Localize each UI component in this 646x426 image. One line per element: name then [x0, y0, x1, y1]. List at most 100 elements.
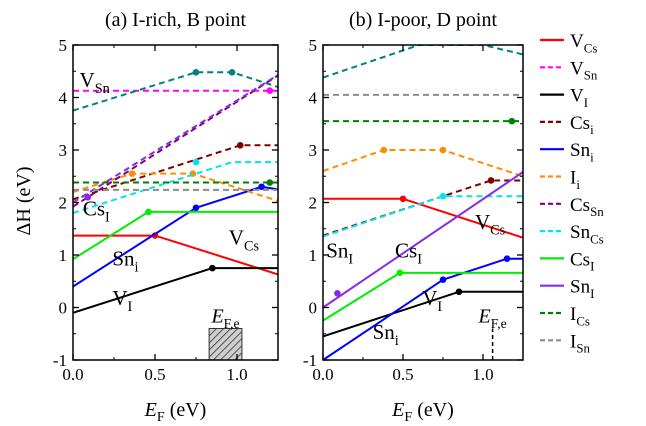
- y-tick-label: 4: [59, 89, 68, 108]
- curve-label-v-i: VI: [422, 286, 442, 315]
- series-line-sn-cs: [73, 161, 278, 214]
- curve-label-v-sn: VSn: [80, 68, 110, 97]
- transition-point: [145, 208, 152, 216]
- curve-label-sn-i: SnI: [326, 239, 353, 268]
- curve-label-sn-i: Sni: [112, 247, 138, 276]
- legend-item-v-cs: VCs: [540, 31, 597, 55]
- legend-item-sn-i: Sni: [540, 140, 594, 165]
- transition-point: [266, 179, 274, 186]
- y-tick-label: 5: [59, 36, 68, 55]
- transition-point: [380, 146, 388, 154]
- transition-point: [192, 158, 200, 166]
- transition-point: [228, 69, 236, 76]
- panel-title: (b) I-poor, D point: [349, 9, 498, 31]
- series-line-teal: [73, 71, 278, 112]
- y-tick-label: 1: [59, 246, 68, 265]
- legend-label: Csi: [570, 113, 594, 137]
- y-tick-label: 0: [309, 299, 318, 318]
- legend-item-i-i: Ii: [540, 168, 580, 192]
- curve-label-cs-i: CsI: [83, 197, 110, 226]
- series-line-i-i: [73, 172, 278, 202]
- legend-label: CsSn: [570, 195, 604, 219]
- series-line-sn-i: [73, 74, 278, 204]
- transition-point: [439, 192, 447, 200]
- transition-point: [258, 183, 265, 191]
- legend-item-sn-cs: SnCs: [540, 222, 604, 246]
- legend-label: CsI: [570, 249, 594, 273]
- legend-item-sn-i: SnI: [540, 277, 594, 301]
- transition-point: [192, 204, 200, 212]
- legend-label: VSn: [570, 58, 598, 82]
- transition-point: [487, 177, 495, 184]
- transition-point: [508, 117, 516, 125]
- transition-point: [399, 195, 407, 203]
- fermi-level-label: EF,e: [210, 306, 239, 332]
- x-tick-label: 0.5: [392, 365, 413, 384]
- legend-label: ICs: [570, 304, 590, 328]
- legend-item-i-sn: ISn: [540, 331, 591, 356]
- curve-label-v-i: VI: [112, 286, 132, 315]
- legend-item-i-cs: ICs: [540, 304, 590, 328]
- panel-title: (a) I-rich, B point: [105, 9, 247, 31]
- legend-item-v-sn: VSn: [540, 58, 598, 83]
- transition-point: [439, 276, 447, 283]
- legend-label: Sni: [570, 140, 594, 164]
- legend-label: ISn: [570, 331, 591, 355]
- y-tick-label: 3: [309, 141, 318, 160]
- y-tick-label: -1: [53, 351, 67, 370]
- legend-item-cs-i: Csi: [540, 113, 594, 137]
- legend-label: VCs: [570, 31, 597, 55]
- y-tick-label: 0: [59, 299, 68, 318]
- fermi-level-label: EF,e: [478, 306, 507, 332]
- legend: VCs VSn VI Csi Sni Ii CsSn SnCs CsI SnI ICs ISn: [540, 31, 604, 356]
- series-line-teal: [323, 45, 523, 79]
- transition-point: [192, 69, 200, 76]
- transition-point: [266, 87, 274, 94]
- fermi-level-hatched-region: [208, 328, 243, 361]
- series-line-sn-i: [73, 185, 278, 288]
- series-line-sn-cs: [323, 195, 523, 238]
- transition-point: [396, 269, 404, 277]
- y-tick-label: 5: [309, 36, 318, 55]
- transition-point: [439, 146, 447, 154]
- legend-item-cs-i: CsI: [540, 249, 594, 274]
- legend-label: VI: [570, 86, 588, 110]
- y-tick-label: 2: [59, 194, 68, 213]
- transition-point: [334, 290, 341, 297]
- curve-label-sn-i: Sni: [373, 320, 399, 349]
- y-tick-label: 3: [59, 141, 68, 160]
- y-tick-label: 1: [309, 246, 318, 265]
- curve-label-cs-i: CsI: [395, 239, 422, 268]
- legend-item-v-i: VI: [540, 86, 588, 110]
- x-tick-label: 1.0: [472, 365, 493, 384]
- transition-point: [209, 264, 216, 272]
- legend-label: SnCs: [570, 222, 604, 246]
- x-axis-label: EF (eV): [391, 399, 454, 425]
- series-line-sn-i: [323, 171, 523, 309]
- y-axis-label: ΔH (eV): [13, 167, 35, 236]
- y-tick-label: 2: [309, 194, 318, 213]
- transition-point: [455, 288, 463, 296]
- series-line-i-i: [323, 149, 523, 178]
- legend-label: SnI: [570, 277, 594, 301]
- legend-label: Ii: [570, 168, 580, 192]
- series-line-sn-i: [323, 257, 523, 360]
- x-tick-label: 1.0: [226, 365, 247, 384]
- x-tick-label: 0.5: [144, 365, 165, 384]
- x-tick-label: 0.0: [312, 365, 333, 384]
- y-tick-label: -1: [303, 351, 317, 370]
- series-line-v-i: [73, 267, 278, 314]
- transition-point: [128, 170, 136, 177]
- transition-point: [236, 141, 244, 149]
- y-tick-label: 4: [309, 89, 318, 108]
- curve-label-v-cs: VCs: [229, 226, 260, 255]
- transition-point: [84, 193, 92, 201]
- x-tick-label: 0.0: [62, 365, 83, 384]
- x-axis-label: EF (eV): [144, 399, 207, 425]
- legend-item-cs-sn: CsSn: [540, 195, 604, 219]
- curve-label-v-cs: VCs: [475, 210, 506, 239]
- transition-point: [503, 255, 511, 262]
